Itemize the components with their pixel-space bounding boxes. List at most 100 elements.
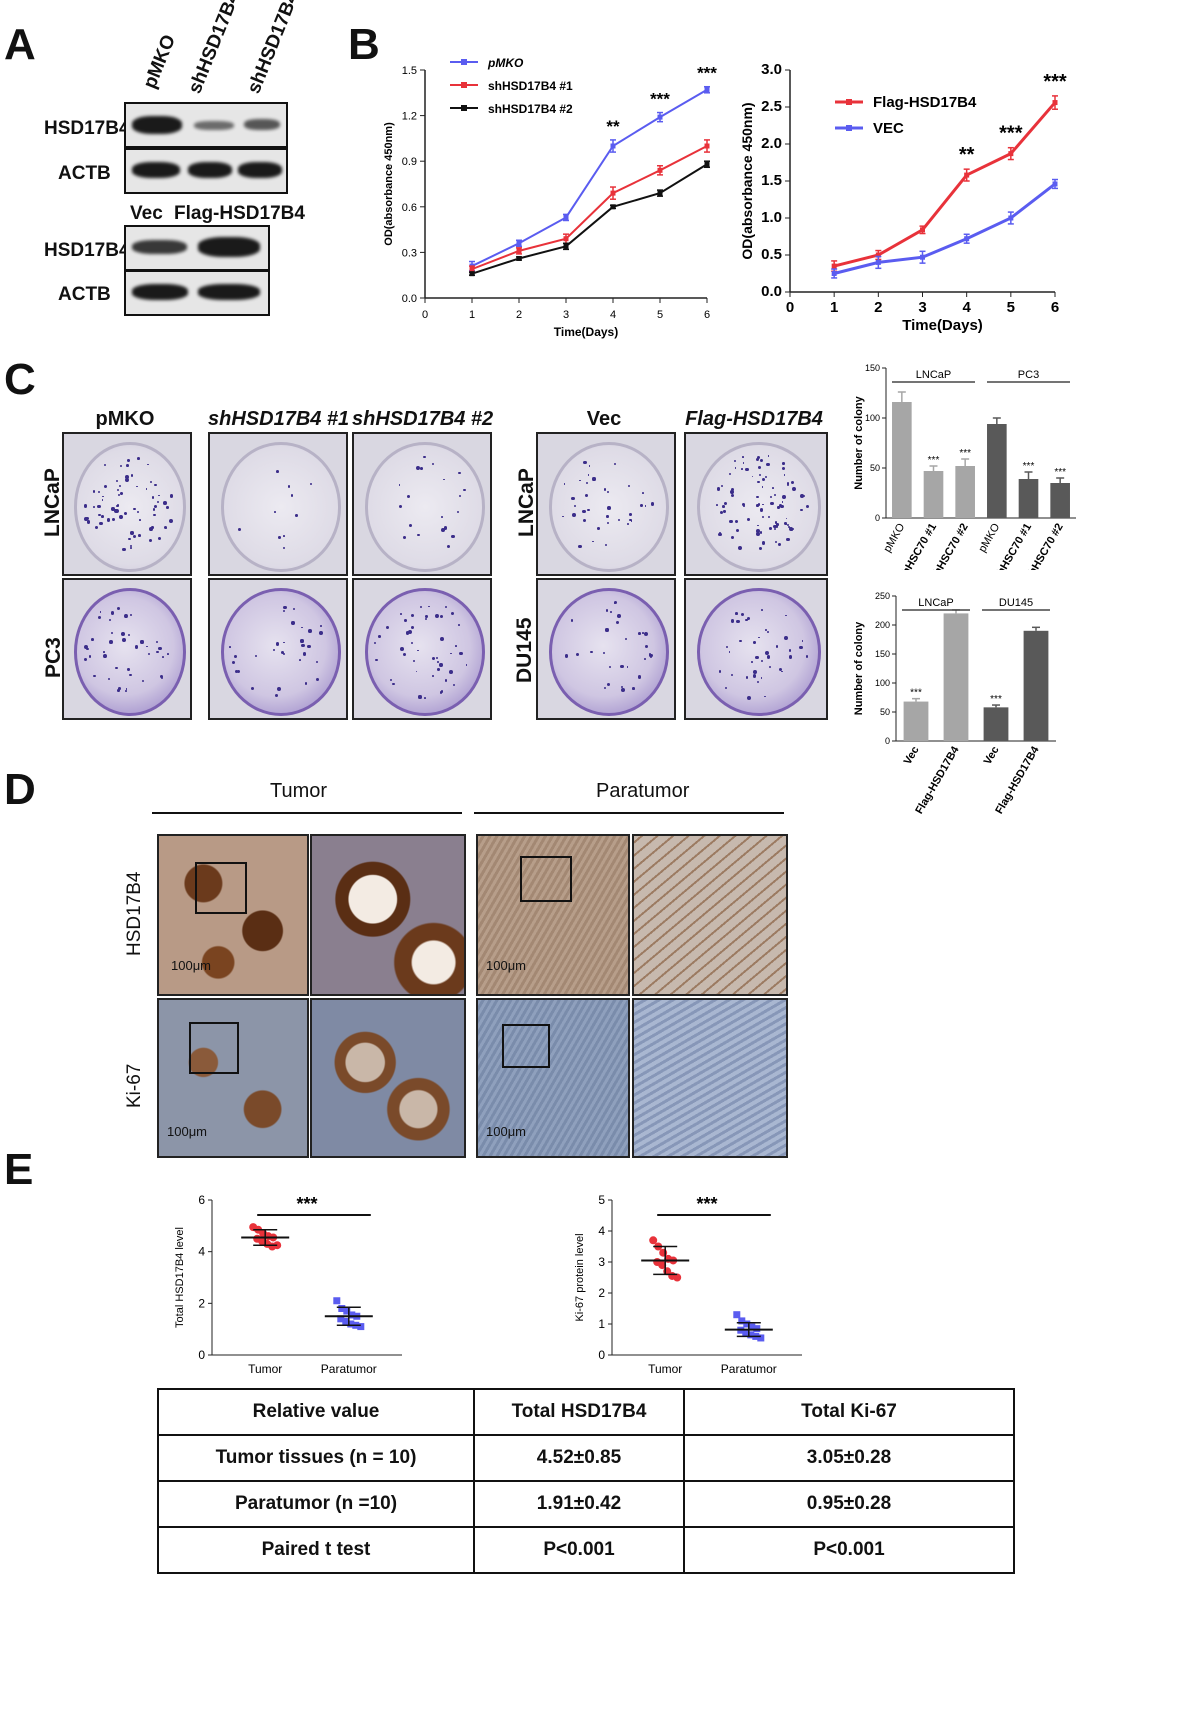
colony-dot (752, 674, 757, 678)
group-label: LNCaP (918, 597, 953, 609)
colony-dot (436, 668, 440, 671)
colony-dot (96, 504, 101, 509)
colony-dot (791, 528, 794, 532)
colony-dot (411, 642, 414, 645)
y-tick-label: 150 (865, 363, 880, 373)
y-axis-label: Number of colony (853, 395, 865, 489)
colony-dot (465, 663, 468, 666)
colony-dot (574, 504, 577, 507)
colony-dot (101, 499, 104, 501)
y-tick-label: 200 (875, 620, 890, 630)
colony-dot (147, 463, 150, 466)
colony-dot (617, 519, 620, 522)
data-point (649, 1236, 658, 1245)
colony-dot (156, 650, 160, 654)
colony-dot (801, 640, 804, 642)
colony-dot (765, 651, 770, 656)
colony-dot (620, 664, 624, 669)
bar (1018, 479, 1039, 518)
colony-dot (615, 621, 619, 625)
panel-label-e: E (4, 1145, 34, 1194)
data-point (610, 190, 616, 196)
colony-dot (588, 465, 591, 467)
y-tick-label: 100 (865, 413, 880, 423)
colony-dot (751, 660, 754, 663)
colony-dot (758, 636, 760, 639)
significance-marker: *** (959, 448, 971, 459)
ihc-image-paratumor-ki67: 100μm (476, 998, 630, 1158)
colony-dot (129, 673, 132, 676)
y-tick-label: 1 (598, 1317, 605, 1331)
colony-dot (784, 522, 787, 525)
colony-dot (237, 527, 241, 531)
colony-dot (585, 494, 589, 498)
colony-dot (617, 614, 621, 618)
colony-dot (458, 624, 461, 626)
colony-dot (632, 686, 635, 690)
data-point (610, 143, 616, 149)
colony-dot (718, 532, 722, 536)
colony-dot (644, 657, 646, 660)
colony-dot (404, 618, 407, 622)
blot-row-label: ACTB (58, 163, 111, 184)
colony-dot (564, 654, 569, 658)
colony-dot (158, 646, 163, 651)
colony-dot (107, 678, 110, 681)
colony-dot (121, 632, 125, 636)
colony-dot (307, 645, 311, 649)
y-tick-label: 0 (885, 736, 890, 746)
colony-dot (98, 616, 102, 620)
colony-dot (117, 493, 121, 497)
colony-dot (277, 535, 281, 539)
colony-dot (788, 655, 792, 659)
colony-dot (424, 617, 428, 621)
colony-dot (776, 523, 780, 526)
colony-dot (423, 697, 426, 700)
colony-dot (235, 670, 239, 674)
blot-column-label: pMKO (139, 31, 181, 92)
colony-dot (723, 510, 726, 513)
data-point (673, 1273, 682, 1282)
colony-dot (451, 534, 455, 539)
colony-dot (761, 515, 764, 518)
x-tick-label: 1 (830, 299, 838, 316)
colony-dot (130, 531, 134, 535)
colony-dot (570, 619, 574, 622)
colony-dot (92, 490, 95, 493)
colony-dot (730, 619, 734, 623)
colony-dot (792, 486, 797, 491)
colony-dot (441, 515, 444, 518)
colony-dot (137, 534, 141, 538)
colony-dot (724, 686, 728, 689)
y-tick-label: 50 (870, 463, 880, 473)
ihc-image-tumor-ki67-zoom (310, 998, 466, 1158)
colony-dot (420, 467, 424, 471)
data-point (469, 271, 475, 277)
bar (923, 471, 944, 518)
colony-dot (774, 521, 778, 524)
colony-dot (447, 544, 451, 548)
y-tick-label: 6 (198, 1193, 205, 1207)
blot-column-label: shHSD17B4#1 (184, 0, 253, 97)
group-label: Paratumor (596, 780, 690, 802)
colony-dot (785, 517, 788, 520)
y-tick-label: 4 (198, 1245, 205, 1259)
colony-dot (740, 612, 744, 616)
colony-dot (753, 670, 758, 675)
colony-dot (281, 650, 285, 654)
data-point (748, 1323, 756, 1331)
colony-dot (436, 656, 439, 659)
colony-dot (606, 682, 610, 686)
colony-dot (374, 641, 377, 645)
table-row: Paired t test P<0.001 P<0.001 (157, 1526, 1015, 1574)
colony-dot (787, 484, 790, 487)
ihc-image-tumor-hsd17b4-zoom (310, 834, 466, 996)
series-line (471, 163, 708, 275)
significance-marker: *** (999, 123, 1023, 145)
colony-dot (283, 606, 287, 610)
legend-label: VEC (873, 120, 904, 137)
ihc-image-paratumor-hsd17b4: 100μm (476, 834, 630, 996)
colony-dot (613, 600, 617, 604)
panel-label-d: D (4, 765, 36, 814)
